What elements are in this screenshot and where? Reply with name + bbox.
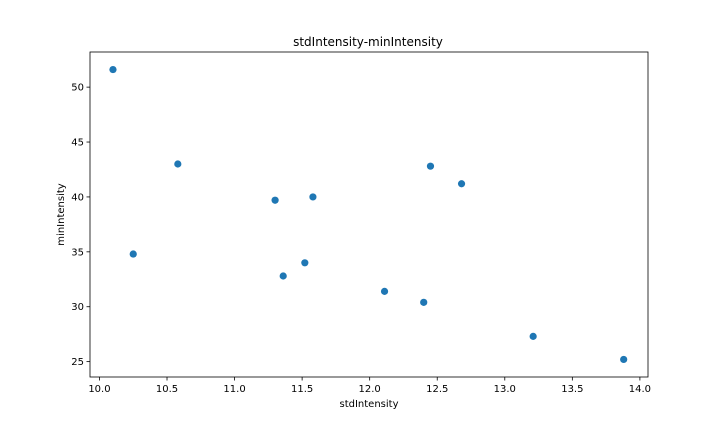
data-point	[309, 193, 317, 201]
y-axis: 25 30 35 40 45 50	[71, 83, 90, 368]
x-tick-label: 12.0	[359, 384, 381, 395]
x-tick-label: 10.0	[88, 384, 110, 395]
data-point	[109, 65, 117, 74]
data-point	[529, 332, 537, 340]
data-point	[420, 298, 428, 306]
y-tick-label: 25	[71, 357, 84, 368]
data-point	[380, 287, 389, 295]
y-tick-label: 35	[71, 247, 84, 258]
data-point	[271, 196, 279, 204]
data-point	[620, 355, 628, 364]
y-tick-label: 30	[71, 302, 84, 313]
x-tick-label: 11.0	[223, 384, 245, 395]
x-tick-label: 13.0	[494, 384, 516, 395]
y-tick-label: 40	[71, 192, 84, 203]
data-point	[457, 180, 466, 188]
x-tick-label: 14.0	[629, 384, 651, 395]
data-point	[301, 259, 309, 267]
data-point	[129, 250, 137, 258]
data-point	[426, 162, 435, 170]
y-tick-label: 50	[71, 83, 84, 94]
data-point	[279, 272, 287, 280]
x-tick-label: 11.5	[291, 384, 313, 395]
x-tick-label: 10.5	[156, 384, 178, 395]
y-tick-label: 45	[71, 138, 84, 149]
chart-title: stdIntensity-minIntensity	[293, 35, 443, 49]
plot-area	[89, 51, 649, 378]
data-point	[174, 160, 182, 168]
x-axis: 10.0 10.5 11.0 11.5 12.0 12.5 13.0 13.5 14.0	[88, 377, 651, 395]
data-points	[109, 65, 628, 364]
x-tick-label: 12.5	[426, 384, 448, 395]
x-tick-label: 13.5	[561, 384, 583, 395]
x-axis-label: stdIntensity	[339, 399, 398, 410]
y-axis-label: minIntensity	[56, 183, 67, 245]
